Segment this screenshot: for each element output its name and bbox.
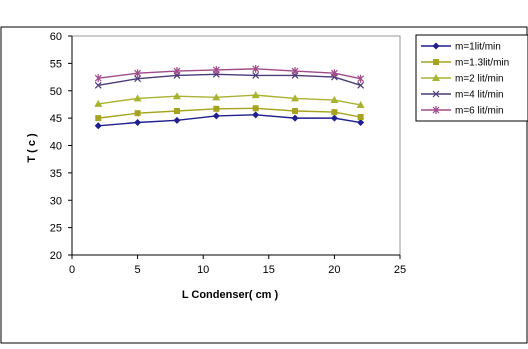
data-point: [134, 119, 142, 127]
legend-item: m=4 lit/min: [421, 90, 504, 101]
x-tick-label: 25: [394, 264, 406, 276]
y-axis-title: T ( c ): [26, 133, 38, 163]
data-point: [357, 114, 364, 121]
y-tick-label: 20: [50, 250, 62, 262]
data-point: [94, 99, 103, 107]
data-point: [94, 81, 102, 89]
legend: m=1lit/min m=1.3lit/min m=2 lit/min m=4 lit…: [421, 42, 509, 117]
legend-marker: [432, 42, 440, 50]
data-point: [134, 110, 141, 117]
data-point: [252, 105, 259, 112]
series-line: [98, 114, 361, 127]
legend-marker: [432, 106, 440, 114]
data-point: [357, 74, 365, 83]
data-point: [212, 112, 220, 120]
data-point: [330, 69, 338, 78]
y-tick-label: 40: [50, 141, 62, 153]
data-point: [213, 105, 220, 112]
data-point: [134, 69, 142, 78]
series-4: [94, 70, 365, 89]
data-point: [357, 119, 365, 127]
series-3: [94, 91, 365, 108]
series-line: [98, 68, 361, 80]
data-point: [133, 94, 142, 102]
data-point: [252, 111, 260, 119]
data-point: [356, 100, 365, 108]
series-1: [94, 111, 365, 130]
legend-item: m=2 lit/min: [421, 74, 504, 85]
series-2: [95, 105, 364, 122]
data-point: [357, 81, 365, 89]
y-tick-label: 35: [50, 168, 62, 180]
legend-item: m=6 lit/min: [421, 106, 504, 117]
data-point: [252, 64, 260, 73]
legend-item: m=1.3lit/min: [421, 58, 509, 69]
legend-marker: [432, 90, 440, 98]
legend-item: m=1lit/min: [421, 42, 501, 53]
data-point: [173, 116, 181, 124]
x-tick-label: 5: [135, 264, 141, 276]
legend-marker: [432, 74, 440, 81]
x-tick-label: 0: [69, 264, 75, 276]
legend-label: m=6 lit/min: [455, 106, 504, 117]
y-tick-label: 50: [50, 86, 62, 98]
data-point: [292, 108, 299, 115]
data-point: [134, 75, 142, 83]
data-point: [291, 114, 299, 122]
data-point: [212, 93, 221, 101]
data-point: [94, 122, 102, 130]
legend-label: m=4 lit/min: [455, 90, 504, 101]
y-tick-label: 45: [50, 113, 62, 125]
series-line: [98, 107, 361, 119]
series-layer: [94, 64, 365, 130]
x-axis-title: L Condenser( cm ): [182, 289, 279, 301]
y-tick-label: 60: [50, 31, 62, 43]
x-tick-label: 20: [328, 264, 340, 276]
data-point: [251, 91, 260, 99]
series-line: [98, 73, 361, 86]
data-point: [212, 65, 220, 74]
legend-label: m=1.3lit/min: [455, 58, 509, 69]
data-point: [291, 67, 299, 76]
data-point: [172, 92, 181, 100]
data-point: [95, 115, 102, 122]
series-5: [94, 64, 365, 83]
legend-marker: [433, 59, 439, 65]
data-point: [291, 94, 300, 102]
y-tick-label: 30: [50, 195, 62, 207]
data-point: [331, 109, 338, 116]
y-axis-ticks: 20 25 30 35 40 45 50 55 60: [50, 31, 72, 262]
legend-label: m=2 lit/min: [455, 74, 504, 85]
y-tick-label: 55: [50, 58, 62, 70]
series-line: [98, 94, 361, 106]
data-point: [330, 96, 339, 104]
data-point: [330, 114, 338, 122]
y-tick-label: 25: [50, 223, 62, 235]
x-tick-label: 10: [197, 264, 209, 276]
data-point: [173, 67, 181, 76]
data-point: [173, 108, 180, 115]
data-point: [252, 71, 260, 79]
data-point: [94, 74, 102, 83]
x-tick-label: 15: [263, 264, 275, 276]
legend-label: m=1lit/min: [455, 42, 501, 53]
plot-area: [71, 35, 401, 256]
x-axis-ticks: 0 5 10 15 20 25: [69, 255, 406, 276]
